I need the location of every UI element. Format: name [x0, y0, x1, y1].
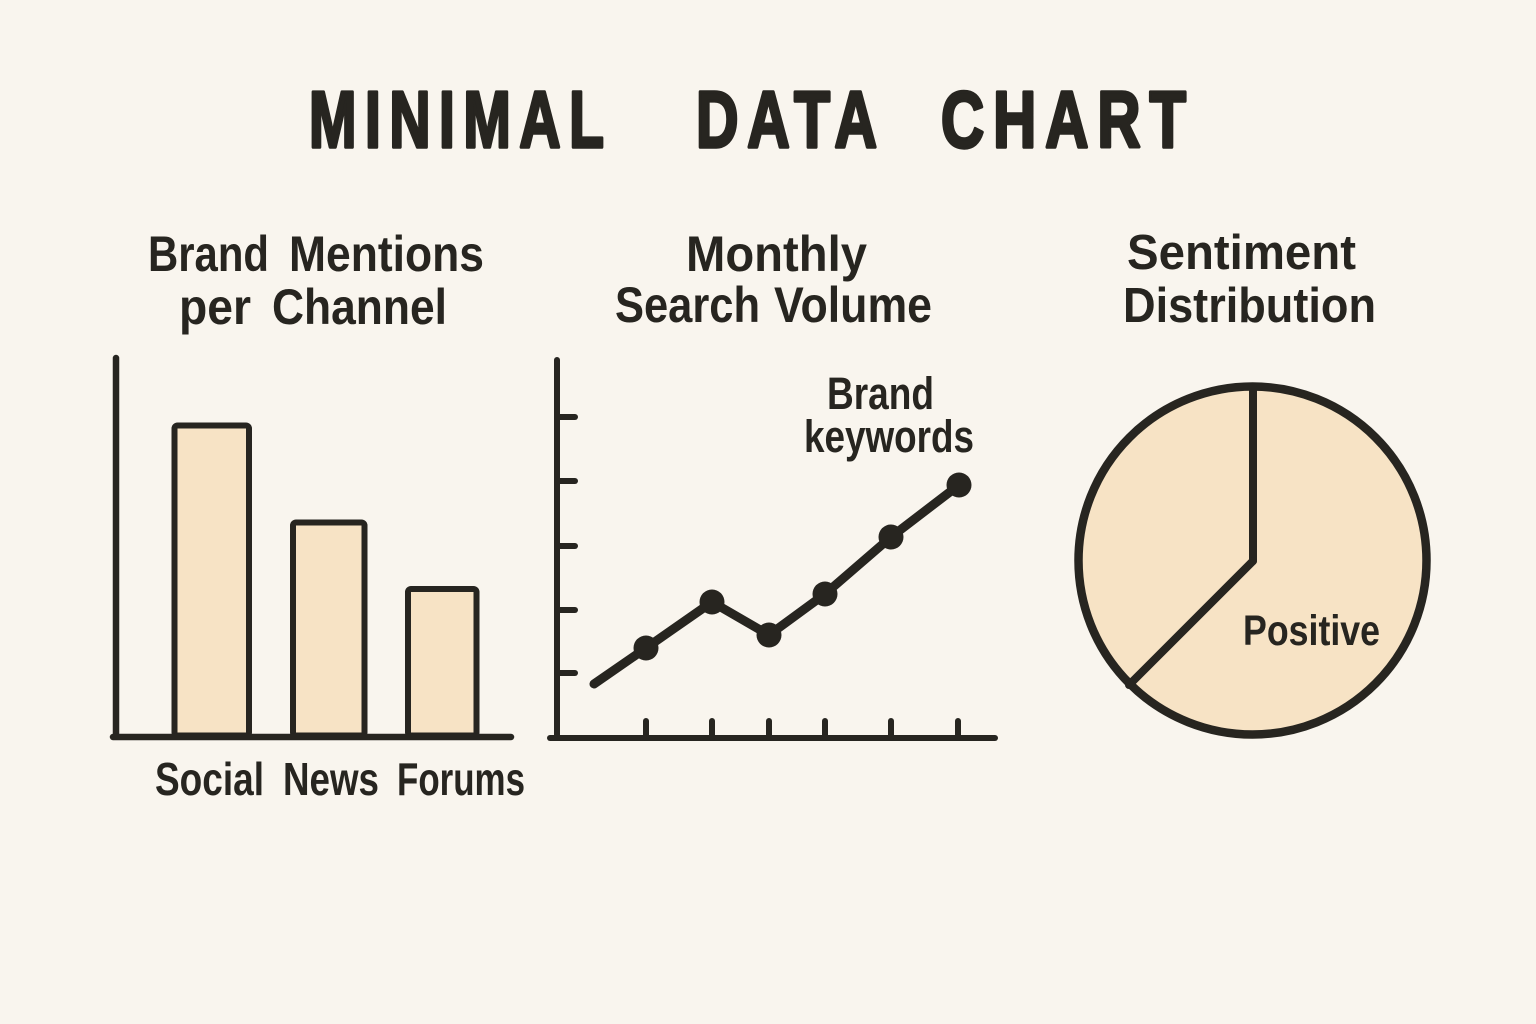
svg-text:Search: Search [615, 277, 760, 333]
svg-text:Positive: Positive [1243, 607, 1380, 655]
svg-text:Distribution: Distribution [1123, 279, 1376, 333]
svg-text:DATA: DATA [696, 74, 886, 164]
svg-text:Forums: Forums [397, 753, 525, 805]
svg-text:Monthly: Monthly [686, 226, 867, 282]
svg-text:keywords: keywords [804, 411, 974, 462]
svg-text:MINIMAL: MINIMAL [309, 74, 612, 164]
svg-text:Brand: Brand [148, 226, 269, 282]
svg-text:Social: Social [155, 753, 264, 805]
svg-text:Volume: Volume [774, 277, 932, 333]
svg-text:per: per [179, 279, 251, 335]
svg-text:Sentiment: Sentiment [1127, 226, 1356, 280]
svg-text:CHART: CHART [941, 74, 1195, 164]
svg-text:Channel: Channel [272, 279, 447, 335]
svg-text:Mentions: Mentions [289, 226, 484, 282]
svg-text:News: News [283, 753, 379, 805]
svg-text:Brand: Brand [827, 368, 934, 419]
